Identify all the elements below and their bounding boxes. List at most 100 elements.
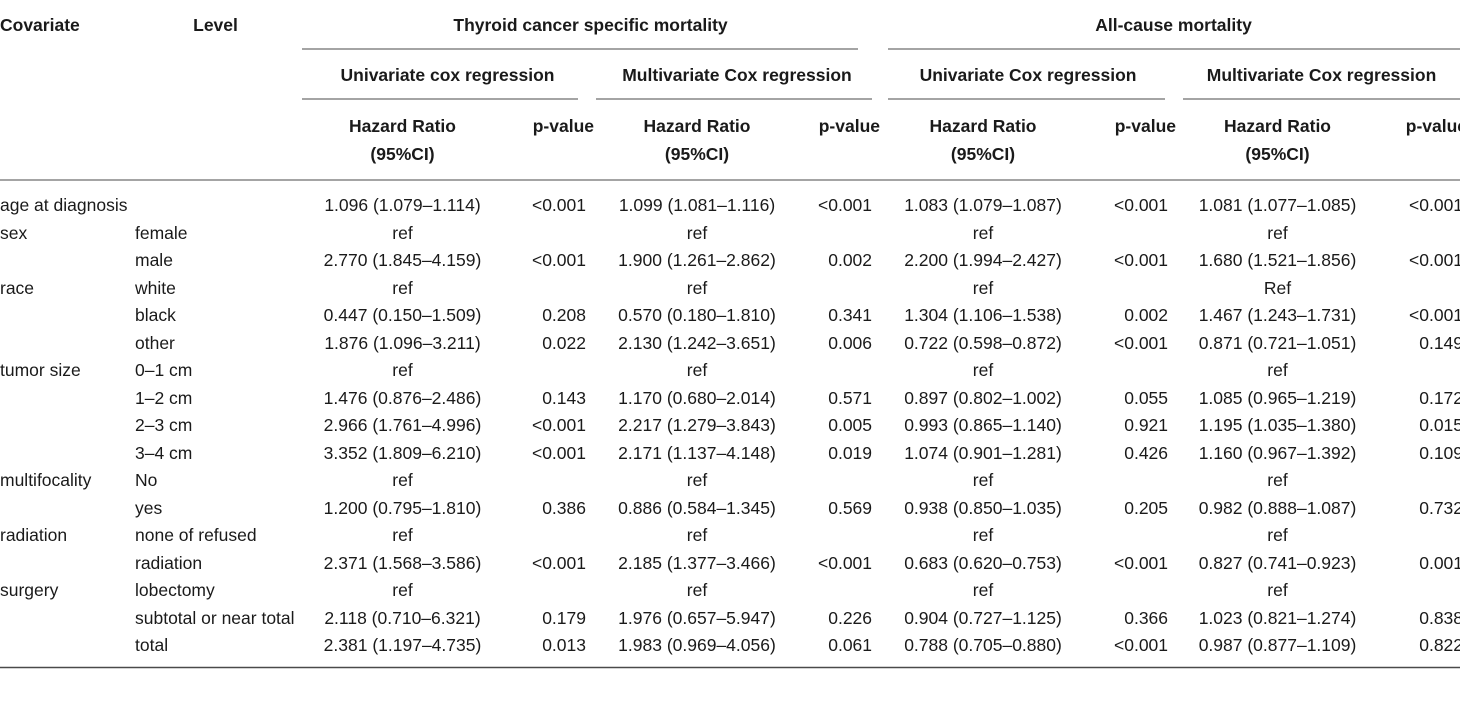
cell-p-value (1086, 522, 1176, 550)
cell-hazard-ratio: 1.074 (0.901–1.281) (904, 442, 1062, 463)
cell-hazard-ratio: ref (686, 580, 708, 600)
table-row: 2–3 cm 2.966 (1.761–4.996) <0.001 2.217 (1.… (0, 412, 1460, 440)
cell-covariate (0, 605, 130, 633)
table-row: yes 1.200 (0.795–1.810) 0.386 0.886 (0.584–… (0, 495, 1460, 523)
cell-p-value (504, 522, 594, 550)
cell-p-value: <0.001 (1114, 552, 1169, 573)
header-p: p-value (1114, 116, 1177, 136)
cell-p-value: 0.001 (1419, 552, 1460, 573)
cell-hazard-ratio: 0.683 (0.620–0.753) (904, 552, 1062, 573)
header-hr-line2: (95%CI) (664, 144, 730, 164)
cell-covariate: tumor size (0, 360, 81, 380)
cell-hazard-ratio: 1.195 (1.035–1.380) (1198, 415, 1357, 435)
cell-covariate (0, 440, 130, 468)
cell-hazard-ratio: 0.982 (0.888–1.087) (1198, 497, 1357, 518)
cell-p-value (1086, 220, 1176, 248)
cell-hazard-ratio: 2.171 (1.137–4.148) (618, 442, 776, 463)
cell-level: 0–1 cm (135, 360, 193, 380)
header-group-thyroid: Thyroid cancer specific mortality (453, 15, 728, 35)
cell-hazard-ratio: 2.966 (1.761–4.996) (323, 415, 482, 435)
cell-p-value: 0.005 (828, 415, 873, 435)
header-hr-line1: Hazard Ratio (643, 116, 751, 136)
cell-hazard-ratio: ref (1267, 222, 1288, 243)
cell-p-value (1086, 467, 1176, 495)
cell-p-value: 0.002 (828, 250, 873, 270)
cell-p-value (504, 220, 594, 248)
cell-hazard-ratio: 0.871 (0.721–1.051) (1198, 332, 1357, 353)
cell-p-value: 0.386 (542, 497, 586, 518)
header-hr-line1: Hazard Ratio (349, 116, 456, 136)
cell-hazard-ratio: 2.371 (1.568–3.586) (323, 552, 482, 573)
header-hr: Hazard Ratio (95%CI) (1176, 100, 1379, 180)
header-hr-line2: (95%CI) (370, 144, 435, 164)
cell-hazard-ratio: 0.570 (0.180–1.810) (618, 305, 776, 325)
cell-level: 3–4 cm (135, 442, 193, 463)
table-row: tumor size 0–1 cm ref ref ref ref (0, 357, 1460, 385)
cell-p-value: 0.732 (1419, 497, 1460, 518)
cell-hazard-ratio: ref (1267, 525, 1288, 545)
cell-hazard-ratio: 2.130 (1.242–3.651) (618, 332, 776, 353)
cell-hazard-ratio: 1.200 (0.795–1.810) (323, 497, 482, 518)
cell-p-value: 0.205 (1124, 497, 1169, 518)
cell-p-value (800, 275, 880, 303)
cell-level: yes (135, 497, 163, 518)
table-row: radiation 2.371 (1.568–3.586) <0.001 2.185 … (0, 550, 1460, 578)
cell-p-value (504, 577, 594, 605)
header-p: p-value (532, 116, 594, 136)
cell-p-value (800, 357, 880, 385)
table-row: surgery lobectomy ref ref ref ref (0, 577, 1460, 605)
cell-p-value (1379, 220, 1460, 248)
cell-p-value: <0.001 (1409, 250, 1460, 270)
cell-hazard-ratio: ref (972, 222, 994, 243)
cell-hazard-ratio: ref (392, 470, 413, 490)
header-sub-1: Univariate cox regression (340, 65, 555, 85)
cell-hazard-ratio: 1.023 (0.821–1.274) (1198, 607, 1357, 628)
cell-covariate (0, 495, 130, 523)
cox-regression-table: Covariate Level Thyroid cancer specific … (0, 0, 1460, 655)
cell-covariate: age at diagnosis (0, 195, 128, 215)
cell-hazard-ratio: ref (686, 360, 708, 380)
cell-p-value (1086, 357, 1176, 385)
cell-p-value: <0.001 (1409, 195, 1460, 215)
cell-hazard-ratio: ref (392, 360, 413, 380)
table-row: race white ref ref ref Ref (0, 275, 1460, 303)
cell-hazard-ratio: ref (972, 360, 994, 380)
cell-level: radiation (135, 552, 203, 573)
header-p: p-value (818, 116, 881, 136)
cell-p-value: 0.571 (828, 387, 873, 408)
table-row: other 1.876 (1.096–3.211) 0.022 2.130 (1.24… (0, 330, 1460, 358)
table-row: radiation none of refused ref ref ref ref (0, 522, 1460, 550)
cell-hazard-ratio: ref (392, 222, 413, 243)
cell-level: male (135, 250, 173, 270)
table-header: Covariate Level Thyroid cancer specific … (0, 0, 1460, 180)
cell-hazard-ratio: 2.200 (1.994–2.427) (904, 250, 1062, 270)
cell-p-value (1086, 275, 1176, 303)
cell-p-value: 0.822 (1419, 635, 1460, 655)
cell-p-value: 0.366 (1124, 607, 1169, 628)
table-row: subtotal or near total 2.118 (0.710–6.321… (0, 605, 1460, 633)
cell-covariate (0, 247, 130, 275)
cell-p-value (1379, 467, 1460, 495)
cell-p-value: <0.001 (531, 415, 586, 435)
cell-p-value: 0.341 (828, 305, 873, 325)
cell-p-value: 0.179 (542, 607, 586, 628)
cell-p-value (1379, 357, 1460, 385)
cell-hazard-ratio: 1.096 (1.079–1.114) (324, 195, 481, 215)
cell-hazard-ratio: 1.170 (0.680–2.014) (618, 387, 776, 408)
cell-hazard-ratio: ref (686, 222, 708, 243)
header-level: Level (193, 15, 238, 35)
cell-p-value: 0.013 (542, 635, 586, 655)
table-row: male 2.770 (1.845–4.159) <0.001 1.900 (1.26… (0, 247, 1460, 275)
cell-covariate: radiation (0, 525, 68, 545)
cell-hazard-ratio: 2.381 (1.197–4.735) (323, 635, 482, 655)
cell-hazard-ratio: 1.081 (1.077–1.085) (1198, 195, 1357, 215)
cell-level: 1–2 cm (135, 387, 193, 408)
header-hr-line1: Hazard Ratio (929, 116, 1037, 136)
cell-level: No (135, 470, 158, 490)
cell-hazard-ratio: 0.788 (0.705–0.880) (904, 635, 1062, 655)
cell-p-value: 0.143 (542, 387, 586, 408)
cell-hazard-ratio: 0.938 (0.850–1.035) (904, 497, 1062, 518)
cell-p-value: <0.001 (818, 195, 873, 215)
cell-p-value: <0.001 (531, 195, 586, 215)
table-row: age at diagnosis 1.096 (1.079–1.114) <0.00… (0, 180, 1460, 220)
